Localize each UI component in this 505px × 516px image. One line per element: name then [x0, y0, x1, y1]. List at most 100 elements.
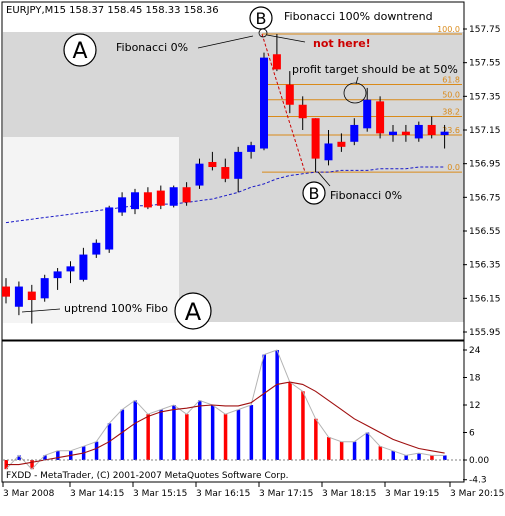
ma-line [5, 166, 445, 224]
fib-level-label: 100.0 [437, 25, 460, 34]
time-tick-label: 3 Mar 19:15 [385, 489, 439, 499]
candle-body [363, 99, 372, 129]
fib-level-label: 61.8 [442, 76, 460, 85]
fib-level-label: 50.0 [442, 91, 460, 100]
label-a-bottom: A [185, 298, 202, 326]
symbol-header: EURJPY,M15 158.37 158.45 158.33 158.36 [6, 5, 219, 16]
price-tick-label: 155.95 [469, 328, 501, 338]
candle-body [414, 124, 423, 139]
fib-level-label: 38.2 [442, 108, 460, 117]
histogram-bar [172, 405, 176, 460]
histogram-bar [404, 455, 408, 460]
time-tick-label: 3 Mar 2008 [3, 489, 55, 499]
candle-body [14, 286, 23, 307]
histogram-bar [301, 391, 305, 460]
candle-body [40, 278, 49, 299]
label-b-top-circle [249, 6, 273, 30]
candle-body [79, 254, 88, 280]
indicator-tick-label: -4.3 [469, 476, 487, 486]
fib0-top-pointer [197, 35, 254, 49]
label-a-top-circle [63, 33, 97, 67]
histogram-bar [314, 418, 318, 460]
indicator-tick-label: 12 [469, 401, 480, 411]
candle-body [169, 187, 178, 206]
candle-body [195, 163, 204, 186]
candle-body [260, 57, 268, 149]
time-tick-label: 3 Mar 18:15 [322, 489, 376, 499]
target-pointer [355, 76, 359, 85]
time-tick-label: 3 Mar 17:15 [259, 489, 313, 499]
fib0-top-label: Fibonacci 0% [116, 41, 188, 54]
candle-body [247, 145, 256, 152]
candle-body [298, 104, 307, 119]
histogram-bar [146, 414, 150, 460]
time-tick-label: 3 Mar 15:15 [133, 489, 187, 499]
fib100-marker [258, 28, 268, 38]
not-here-pointer [266, 34, 306, 43]
candle-body [350, 124, 359, 142]
histogram-bar [185, 414, 189, 460]
histogram-bar [417, 453, 421, 460]
histogram-bar [391, 450, 395, 460]
price-tick-label: 157.75 [469, 25, 501, 35]
target-circle [343, 82, 367, 104]
histogram-bar [133, 400, 137, 460]
candle-body [234, 151, 243, 179]
histogram-bar [443, 455, 447, 460]
time-axis: 3 Mar 2008 3 Mar 14:15 3 Mar 15:15 3 Mar 16… [2, 482, 504, 499]
candle-body [92, 242, 101, 255]
price-tick-label: 157.35 [469, 92, 501, 102]
histogram-bar [262, 354, 266, 460]
candle-body [143, 192, 152, 208]
fibonacci-levels: 100.0 61.8 50.0 38.2 23.6 0.0 [261, 25, 462, 173]
candle-body [182, 187, 191, 203]
price-tick-label: 156.95 [469, 160, 501, 170]
moving-average [5, 166, 445, 224]
candle-body [401, 131, 410, 136]
candle-body [105, 207, 114, 250]
histogram-bar [120, 409, 125, 460]
indicator [3, 349, 463, 470]
profit-target-label: profit target should be at 50% [292, 63, 458, 76]
histogram-bar [352, 441, 357, 460]
candle-body [440, 131, 449, 136]
label-b-bottom: B [309, 184, 320, 203]
candle-body [427, 124, 436, 136]
indicator-signal-line [6, 381, 445, 466]
indicator-tick-label: 24 [469, 346, 481, 356]
histogram-bar [30, 460, 34, 470]
indicator-tick-label: 0.00 [469, 456, 489, 466]
histogram-bar [288, 382, 292, 460]
time-tick-label: 3 Mar 14:15 [70, 489, 124, 499]
label-b-bottom-circle [302, 181, 326, 205]
uptrend-fibo-pointer [21, 308, 61, 313]
price-tick-label: 156.35 [469, 261, 501, 271]
candle-body [27, 291, 36, 301]
histogram-bar [198, 400, 202, 460]
footer-copyright: FXDD - MetaTrader, (C) 2001-2007 MetaQuo… [6, 471, 289, 481]
not-here-label: not here! [313, 37, 371, 50]
candle-body [311, 118, 320, 159]
histogram-bar [236, 409, 241, 460]
histogram-bar [17, 455, 21, 460]
price-tick-label: 157.55 [469, 59, 501, 69]
candle-body [376, 101, 385, 134]
histogram-bar [94, 441, 99, 460]
fib100-down-label: Fibonacci 100% downtrend [284, 10, 433, 23]
label-a-top: A [72, 39, 87, 64]
candle-body [2, 286, 10, 297]
histogram-bar [430, 455, 434, 460]
price-tick-label: 156.75 [469, 193, 501, 203]
histogram-bar [365, 432, 370, 460]
indicator-tick-label: 6 [469, 429, 475, 439]
candle-body [389, 131, 397, 136]
candle-body [272, 54, 281, 70]
histogram-bar [249, 405, 254, 460]
candle-body [53, 271, 62, 279]
candle-body [285, 84, 294, 105]
price-axis: 157.75 157.55 157.35 157.15 156.95 156.75 156.… [463, 25, 501, 338]
time-tick-label: 3 Mar 16:15 [196, 489, 250, 499]
fib-trend-line [261, 33, 306, 173]
indicator-main-line [5, 349, 445, 470]
histogram-bar [378, 446, 383, 460]
